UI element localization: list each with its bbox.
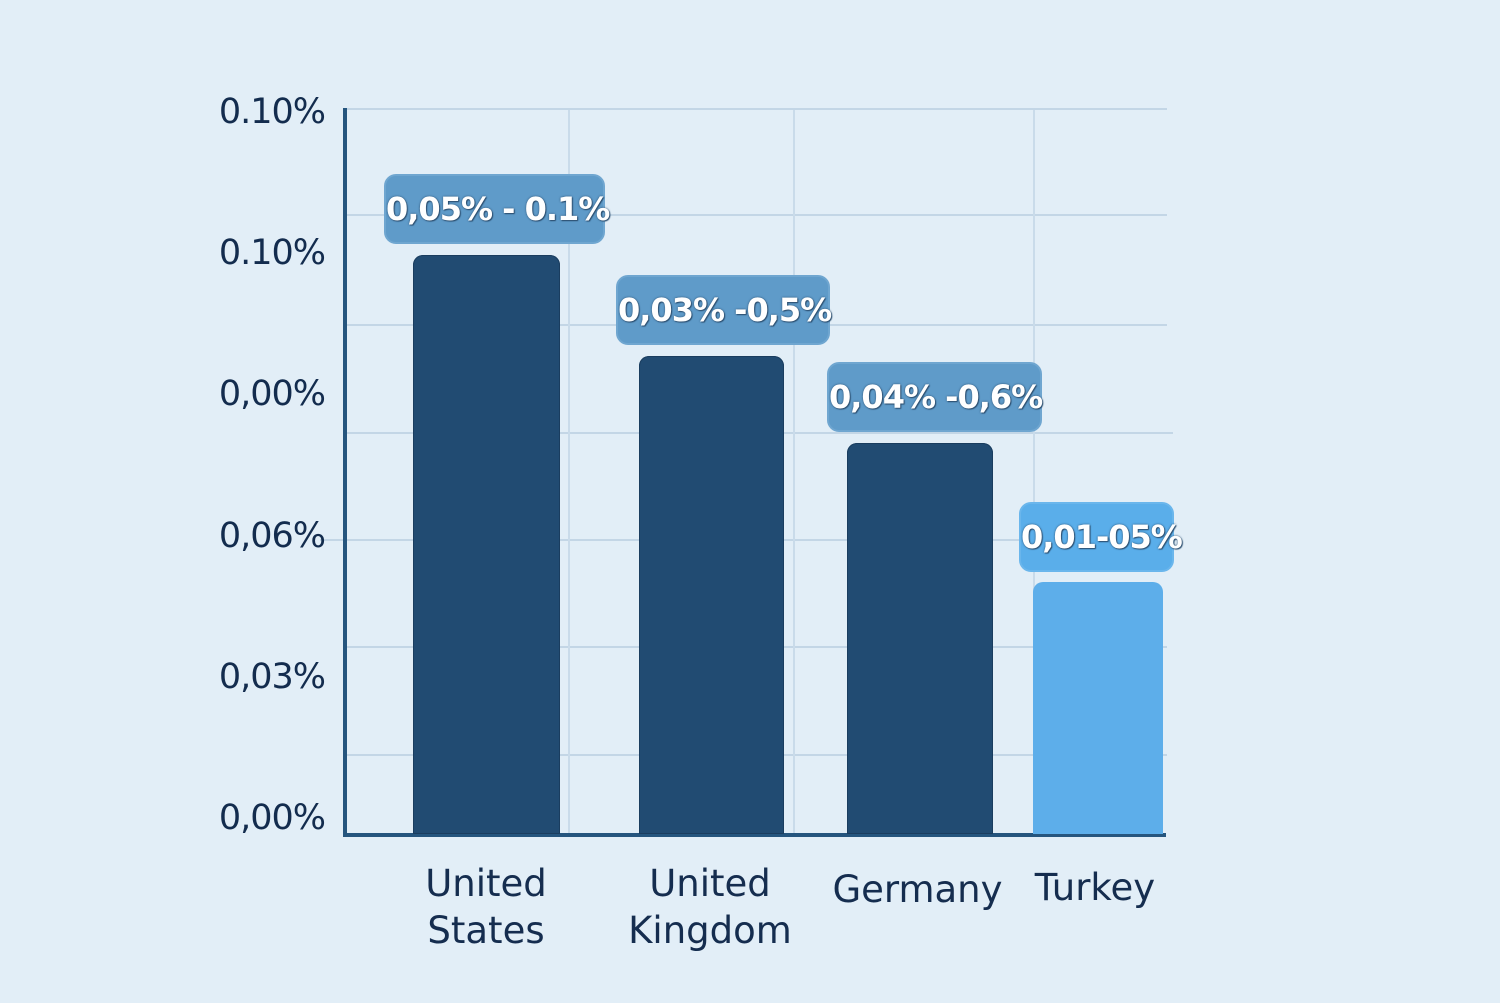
x-tick-line1: United — [649, 862, 771, 905]
y-axis-line — [343, 108, 347, 837]
gridline-v — [1033, 110, 1035, 835]
x-tick-line1: Germany — [832, 868, 1003, 911]
bar-turkey — [1033, 582, 1163, 834]
y-tick-label: 0,00% — [218, 374, 326, 414]
value-label-united-states: 0,05% - 0.1% — [384, 174, 610, 244]
x-tick-label-united-states: United States — [386, 860, 586, 954]
x-tick-line1: United — [425, 862, 547, 905]
x-tick-line2: States — [427, 909, 545, 952]
value-label-united-kingdom: 0,03% -0,5% — [616, 275, 832, 345]
bar-germany — [847, 443, 993, 834]
x-tick-line2: Kingdom — [628, 909, 792, 952]
value-label-germany: 0,04% -0,6% — [827, 362, 1043, 432]
value-label-turkey: 0,01-05% — [1019, 502, 1183, 572]
y-tick-label: 0.10% — [218, 92, 326, 132]
gridline-v — [568, 110, 570, 835]
y-tick-label: 0.10% — [218, 233, 326, 273]
x-tick-label-united-kingdom: United Kingdom — [600, 860, 820, 954]
gridline-v — [793, 110, 795, 835]
y-tick-label: 0,00% — [218, 798, 326, 838]
bar-united-kingdom — [639, 356, 784, 834]
x-axis-line — [343, 833, 1166, 837]
gridline-h — [345, 108, 1167, 110]
x-tick-line1: Turkey — [1034, 866, 1156, 909]
y-tick-label: 0,03% — [218, 657, 326, 697]
gridline-h — [345, 214, 1167, 216]
y-tick-label: 0,06% — [218, 516, 326, 556]
x-tick-label-germany: Germany — [815, 866, 1020, 913]
bar-united-states — [413, 255, 560, 834]
x-tick-label-turkey: Turkey — [1020, 864, 1170, 911]
